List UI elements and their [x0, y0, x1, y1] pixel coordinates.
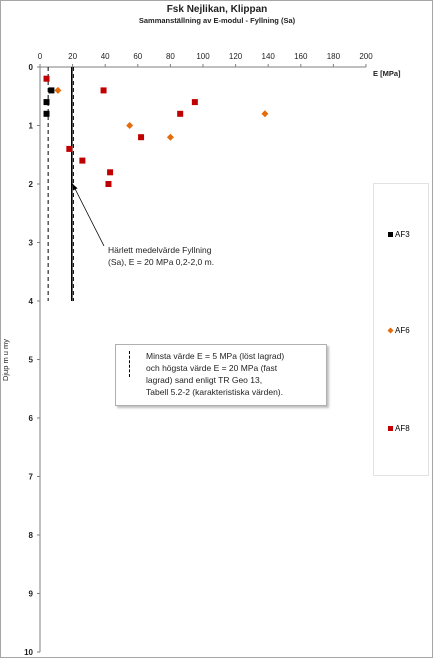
y-axis-label: Djup m u my [1, 339, 10, 381]
note-line-2: och högsta värde E = 20 MPa (fast [146, 363, 278, 373]
point-af3-1 [43, 99, 50, 106]
data-points [43, 75, 269, 187]
note-line-3: lagrad) sand enligt TR Geo 13, [146, 375, 263, 385]
point-af8-0 [43, 75, 50, 82]
y-tick-label-5: 5 [29, 356, 34, 365]
legend-item-af3: AF3 [388, 230, 410, 239]
y-tick-label-10: 10 [24, 648, 33, 657]
annotation-line-2: (Sa), E = 20 MPa 0,2-2,0 m. [108, 257, 214, 267]
annotation: Härlett medelvärde Fyllning (Sa), E = 20… [72, 183, 214, 267]
point-af3-0 [48, 87, 55, 94]
y-tick-label-1: 1 [29, 122, 34, 131]
point-af8-3 [177, 110, 184, 117]
x-tick-marks [39, 64, 367, 67]
y-tick-label-2: 2 [29, 180, 34, 189]
reference-lines [47, 67, 74, 301]
point-af8-8 [105, 181, 112, 187]
x-tick-label-0: 0 [38, 52, 43, 61]
point-af8-4 [138, 134, 145, 141]
point-af8-2 [191, 99, 198, 106]
x-tick-label-8: 160 [294, 52, 308, 61]
note-dashed-line-symbol [129, 351, 130, 377]
chart-title: Fsk Nejlikan, Klippan [167, 4, 268, 15]
annotation-arrowhead [72, 184, 78, 191]
note-text: Minsta värde E = 5 MPa (löst lagrad) och… [146, 350, 324, 398]
point-af8-1 [100, 87, 107, 94]
point-af6-1 [126, 122, 134, 129]
chart-subtitle: Sammanställning av E-modul - Fyllning (S… [139, 16, 296, 25]
note-line-1: Minsta värde E = 5 MPa (löst lagrad) [146, 351, 285, 361]
x-tick-label-3: 60 [133, 52, 142, 61]
annotation-line-1: Härlett medelvärde Fyllning [108, 245, 212, 255]
y-tick-label-9: 9 [29, 590, 34, 599]
x-tick-labels: 0 20 40 60 80 100 120 140 160 180 200 [38, 52, 373, 61]
y-tick-label-7: 7 [29, 473, 34, 482]
legend-label-af3: AF3 [395, 230, 410, 239]
note-box: Minsta värde E = 5 MPa (löst lagrad) och… [115, 344, 327, 406]
point-af3-2 [43, 110, 50, 117]
legend-item-af8: AF8 [388, 424, 410, 433]
x-tick-label-7: 140 [262, 52, 276, 61]
x-tick-label-1: 20 [68, 52, 77, 61]
y-tick-label-8: 8 [29, 531, 34, 540]
legend-label-af8: AF8 [395, 424, 410, 433]
x-tick-label-9: 180 [327, 52, 341, 61]
legend-label-af6: AF6 [395, 326, 410, 335]
point-af8-6 [79, 157, 86, 164]
y-tick-label-3: 3 [29, 239, 34, 248]
note-line-4: Tabell 5.2-2 (karakteristiska värden). [146, 387, 284, 397]
legend-marker-af3 [388, 232, 393, 237]
point-af8-7 [107, 169, 114, 176]
x-tick-label-6: 120 [229, 52, 243, 61]
point-af6-0 [54, 86, 62, 94]
annotation-arrow [72, 183, 105, 247]
point-af8-5 [66, 145, 73, 152]
x-tick-label-4: 80 [166, 52, 175, 61]
y-tick-label-4: 4 [29, 297, 34, 306]
legend-item-af6: AF6 [387, 326, 410, 335]
x-tick-label-10: 200 [359, 52, 373, 61]
x-tick-label-5: 100 [196, 52, 210, 61]
point-af6-2 [166, 133, 174, 141]
y-tick-label-6: 6 [29, 414, 34, 423]
x-axis-label: E [MPa] [373, 69, 401, 78]
y-tick-label-0: 0 [29, 63, 34, 72]
y-tick-labels: 0 1 2 3 4 5 6 7 8 9 10 [24, 63, 33, 657]
legend: AF3 AF6 AF8 [373, 183, 429, 476]
y-tick-marks [37, 66, 40, 653]
legend-marker-af6 [387, 327, 394, 334]
point-af6-3 [261, 110, 269, 118]
legend-marker-af8 [388, 426, 393, 431]
x-tick-label-2: 40 [101, 52, 110, 61]
